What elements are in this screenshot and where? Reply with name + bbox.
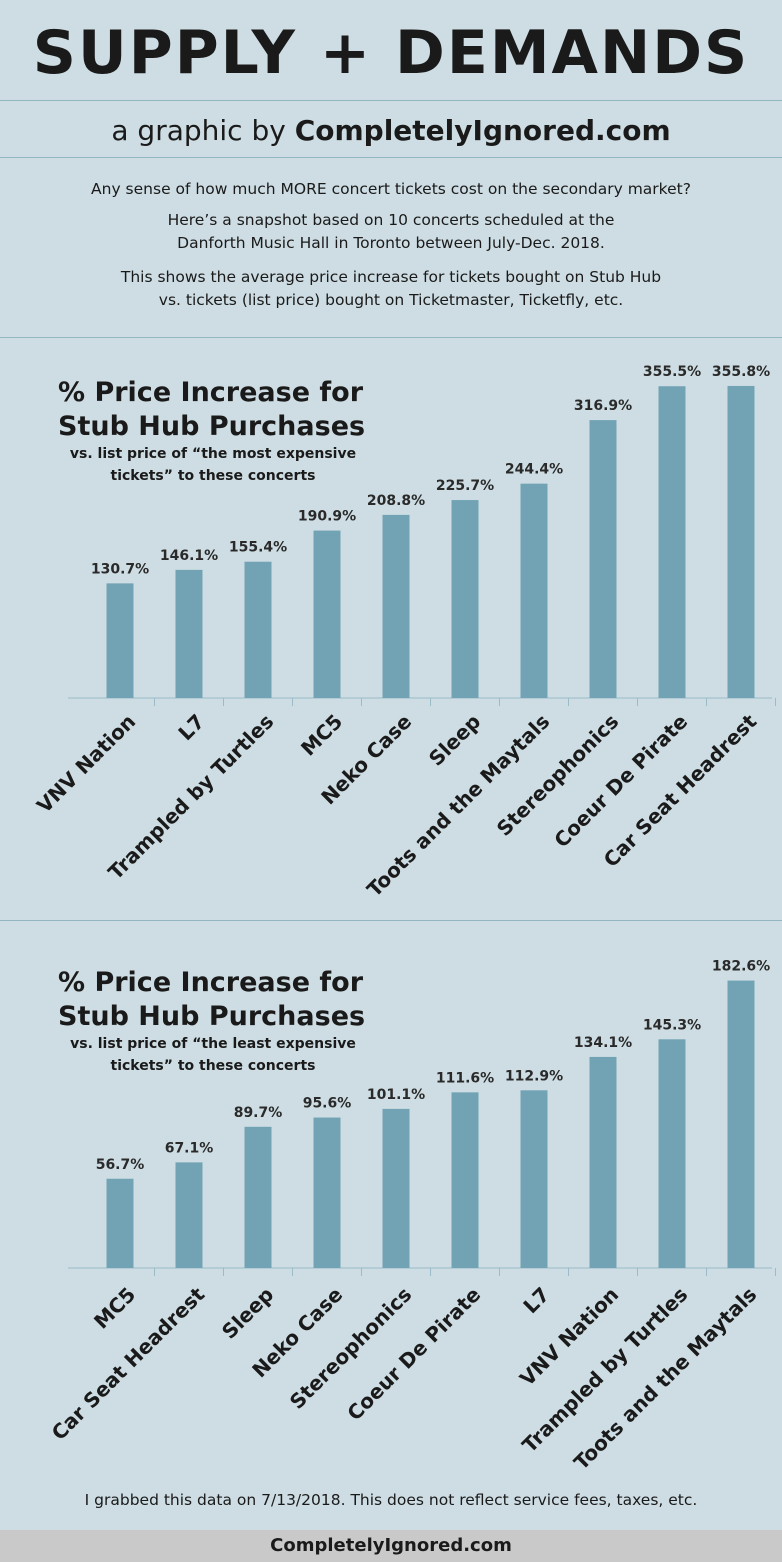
data-label: 89.7% <box>234 1105 283 1121</box>
data-label: 101.1% <box>367 1087 425 1103</box>
chart-title-line2: Stub Hub Purchases <box>58 1001 366 1032</box>
bar <box>106 583 134 698</box>
divider <box>0 920 782 921</box>
subtitle-brand: CompletelyIgnored.com <box>294 114 671 147</box>
bar <box>658 386 686 698</box>
bar <box>106 1178 134 1268</box>
data-label: 225.7% <box>436 478 494 494</box>
subtitle-prefix: a graphic by <box>111 114 295 147</box>
bar <box>382 1108 410 1268</box>
data-label: 155.4% <box>229 540 287 556</box>
data-label: 67.1% <box>165 1140 214 1156</box>
data-label: 130.7% <box>91 561 149 577</box>
bar <box>451 1092 479 1268</box>
x-tick-label: L7 <box>518 1282 554 1318</box>
bar <box>244 561 272 698</box>
data-label: 134.1% <box>574 1035 632 1051</box>
data-label: 112.9% <box>505 1068 563 1084</box>
chart-title-line1: % Price Increase for <box>58 967 364 998</box>
data-label: 95.6% <box>303 1096 352 1112</box>
data-label: 355.5% <box>643 364 701 380</box>
chart-subtitle-line2: tickets” to these concerts <box>110 468 316 484</box>
intro-snapshot-line1: Here’s a snapshot based on 10 concerts s… <box>167 211 615 229</box>
bar <box>313 1117 341 1268</box>
data-label: 190.9% <box>298 509 356 525</box>
chart-title-line1: % Price Increase for <box>58 377 364 408</box>
data-label: 244.4% <box>505 462 563 478</box>
bar <box>382 514 410 698</box>
bar <box>175 1162 203 1268</box>
bar <box>313 530 341 698</box>
bar <box>727 980 755 1268</box>
data-label: 355.8% <box>712 364 770 380</box>
bar <box>520 1090 548 1268</box>
chart-subtitle-line2: tickets” to these concerts <box>110 1058 316 1074</box>
divider <box>0 157 782 158</box>
bar <box>451 500 479 698</box>
chart-title-line2: Stub Hub Purchases <box>58 411 366 442</box>
bar <box>589 1056 617 1268</box>
intro-explain-line2: vs. tickets (list price) bought on Ticke… <box>158 291 624 309</box>
data-label: 146.1% <box>160 548 218 564</box>
intro-snapshot-line2: Danforth Music Hall in Toronto between J… <box>177 234 605 252</box>
intro-explain-line1: This shows the average price increase fo… <box>120 268 662 286</box>
chart-subtitle-line1: vs. list price of “the most expensive <box>69 446 357 462</box>
bar <box>175 569 203 698</box>
data-label: 56.7% <box>96 1157 145 1173</box>
divider <box>0 337 782 338</box>
x-tick-label: Sleep <box>217 1282 278 1343</box>
divider <box>0 100 782 101</box>
bar <box>727 385 755 698</box>
data-label: 316.9% <box>574 398 632 414</box>
data-label: 182.6% <box>712 959 770 975</box>
bar <box>520 483 548 698</box>
chart-subtitle-line1: vs. list price of “the least expensive <box>70 1036 356 1052</box>
intro-question: Any sense of how much MORE concert ticke… <box>91 180 691 198</box>
page-subtitle: a graphic by CompletelyIgnored.com <box>0 114 782 147</box>
x-tick-label: Coeur De Pirate <box>342 1282 485 1425</box>
data-label: 208.8% <box>367 493 425 509</box>
footer-note: I grabbed this data on 7/13/2018. This d… <box>84 1491 698 1509</box>
bar <box>589 420 617 698</box>
x-tick-label: Stereophonics <box>285 1282 416 1413</box>
data-label: 145.3% <box>643 1017 701 1033</box>
bar <box>658 1039 686 1268</box>
page-title: SUPPLY + DEMANDS <box>32 18 750 88</box>
bar <box>244 1126 272 1268</box>
data-label: 111.6% <box>436 1070 494 1086</box>
x-tick-label: MC5 <box>89 1282 140 1333</box>
footer-site: CompletelyIgnored.com <box>0 1530 782 1562</box>
